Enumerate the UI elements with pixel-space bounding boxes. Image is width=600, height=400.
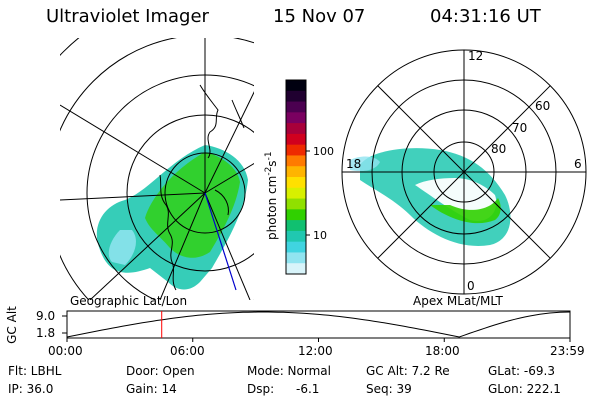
color-bar-step — [286, 101, 306, 113]
seq-info: Seq: 39 — [366, 382, 412, 396]
instrument-title: Ultraviolet Imager — [46, 6, 209, 27]
lat-label-60: 60 — [535, 99, 550, 113]
door-info: Door: Open — [126, 364, 195, 378]
color-bar-tick: 10 — [313, 229, 327, 242]
gc-alt-info: GC Alt: 7.2 Re — [366, 364, 450, 378]
mlt-label-6: 6 — [574, 157, 582, 171]
glat-info: GLat: -69.3 — [488, 364, 555, 378]
color-bar-frame — [285, 79, 307, 275]
color-bar-label: photon cm-2s-1 — [264, 151, 279, 240]
orbit-xtick: 18:00 — [425, 344, 460, 358]
geographic-map — [60, 38, 254, 300]
orbit-xtick: 12:00 — [298, 344, 333, 358]
color-bar-step — [286, 80, 306, 92]
color-bar-step — [286, 166, 306, 178]
color-bar-step — [286, 144, 306, 156]
color-bar-step — [286, 198, 306, 210]
map-grid-left — [60, 38, 254, 300]
aurora-image-right — [350, 148, 511, 246]
flt-info: Flt: LBHL — [8, 364, 62, 378]
orbit-plot — [62, 310, 571, 342]
meridian-marker — [204, 192, 237, 291]
color-bar-step — [286, 241, 306, 253]
mlt-label-0: 0 — [467, 279, 475, 293]
color-bar-step — [286, 123, 306, 135]
dsp-label: Dsp: — [247, 382, 275, 396]
polar-map: 12 18 6 0 60 70 80 — [341, 49, 587, 295]
color-bar-step — [286, 112, 306, 124]
time-label: 04:31:16 UT — [430, 6, 541, 27]
orbit-xtick: 00:00 — [48, 344, 83, 358]
color-bar-step — [286, 177, 306, 189]
glon-info: GLon: 222.1 — [488, 382, 561, 396]
lat-label-70: 70 — [512, 121, 527, 135]
lat-label-80: 80 — [491, 142, 506, 156]
color-bar-step — [286, 187, 306, 200]
color-bar-step — [286, 230, 306, 243]
orbit-xtick: 23:59 — [550, 344, 585, 358]
coastline — [159, 84, 245, 291]
orbit-ytick: 9.0 — [36, 309, 56, 323]
color-bar-step — [286, 155, 306, 167]
color-bar-step — [286, 220, 306, 232]
color-bar-tick: 100 — [313, 145, 334, 158]
color-bar-step — [286, 252, 306, 264]
color-bar-step — [286, 209, 306, 221]
color-bar-step — [286, 263, 306, 275]
altitude-curve — [66, 311, 571, 338]
mode-info: Mode: Normal — [247, 364, 331, 378]
ip-info: IP: 36.0 — [8, 382, 54, 396]
dsp-value: -6.1 — [296, 382, 320, 396]
orbit-ylabel: GC Alt — [4, 306, 19, 344]
color-bar-step — [286, 133, 306, 146]
date-label: 15 Nov 07 — [273, 6, 366, 27]
color-bar-step — [286, 90, 306, 103]
apex-label: Apex MLat/MLT — [413, 294, 503, 308]
orbit-ytick: 1.8 — [36, 326, 56, 340]
mlt-label-12: 12 — [468, 49, 483, 63]
color-bar: 100 10 photon cm-2s-1 — [264, 79, 334, 275]
color-bar-gradient — [286, 80, 306, 275]
gain-info: Gain: 14 — [126, 382, 177, 396]
mlt-label-18: 18 — [346, 157, 361, 171]
geographic-label: Geographic Lat/Lon — [70, 294, 188, 308]
orbit-xtick: 06:00 — [170, 344, 205, 358]
